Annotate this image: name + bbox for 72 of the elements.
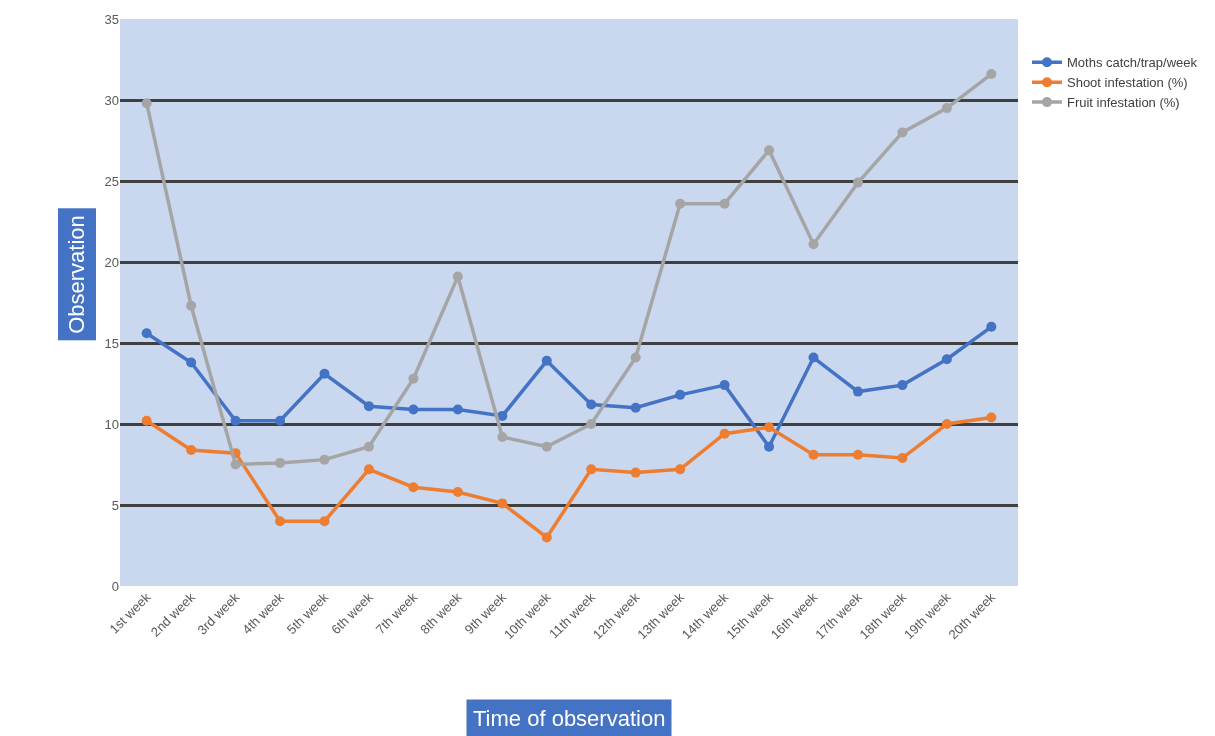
y-tick-label: 20	[104, 254, 119, 270]
point	[408, 482, 419, 493]
point	[719, 428, 730, 439]
point	[852, 177, 863, 188]
point	[541, 355, 552, 366]
point	[586, 419, 597, 429]
point	[897, 127, 908, 138]
point	[941, 103, 952, 114]
point	[586, 399, 597, 410]
point	[275, 516, 286, 527]
point	[852, 386, 863, 397]
point	[764, 441, 775, 452]
point	[808, 449, 819, 460]
point	[630, 467, 641, 478]
point	[363, 464, 374, 475]
legend-label: Fruit infestation (%)	[1066, 95, 1180, 111]
point	[852, 449, 863, 460]
point	[363, 401, 374, 412]
x-axis-title: Time of observation	[473, 706, 666, 731]
point	[719, 198, 730, 209]
point	[986, 321, 997, 332]
point	[719, 380, 730, 391]
y-tick-label: 10	[104, 416, 119, 432]
point	[230, 415, 241, 426]
point	[141, 328, 152, 339]
point	[141, 98, 152, 109]
point	[630, 352, 641, 363]
point	[941, 419, 952, 429]
point	[808, 352, 819, 363]
point	[186, 357, 197, 368]
point	[808, 239, 819, 250]
point	[319, 516, 330, 527]
legend-label: Moths catch/trap/week	[1066, 55, 1198, 71]
point	[452, 487, 463, 498]
legend-label: Shoot infestation (%)	[1066, 75, 1188, 91]
point	[541, 441, 552, 452]
point	[897, 380, 908, 391]
point	[452, 404, 463, 415]
point	[319, 368, 330, 379]
point	[186, 300, 197, 311]
point	[941, 354, 952, 365]
point	[630, 402, 641, 413]
point	[897, 453, 908, 464]
point	[675, 389, 686, 400]
point	[586, 464, 597, 475]
point	[497, 431, 508, 442]
point	[319, 454, 330, 465]
point	[497, 410, 508, 421]
point	[230, 459, 241, 470]
point	[675, 464, 686, 475]
point	[408, 373, 419, 384]
point	[275, 415, 286, 426]
point	[541, 532, 552, 543]
y-tick-label: 35	[104, 11, 119, 27]
point	[186, 444, 197, 455]
point	[363, 441, 374, 452]
y-tick-label: 25	[104, 173, 119, 189]
y-axis-title: Observation	[64, 215, 90, 334]
point	[497, 498, 508, 509]
y-tick-label: 30	[104, 92, 119, 108]
point	[764, 422, 775, 433]
point	[764, 145, 775, 156]
point	[408, 404, 419, 415]
point	[275, 457, 286, 468]
y-tick-label: 0	[111, 578, 119, 594]
y-tick-label: 5	[111, 497, 119, 513]
y-tick-label: 15	[104, 335, 119, 351]
point	[141, 415, 152, 426]
point	[452, 271, 463, 282]
point	[675, 198, 686, 209]
point	[986, 412, 997, 423]
point	[986, 69, 997, 80]
